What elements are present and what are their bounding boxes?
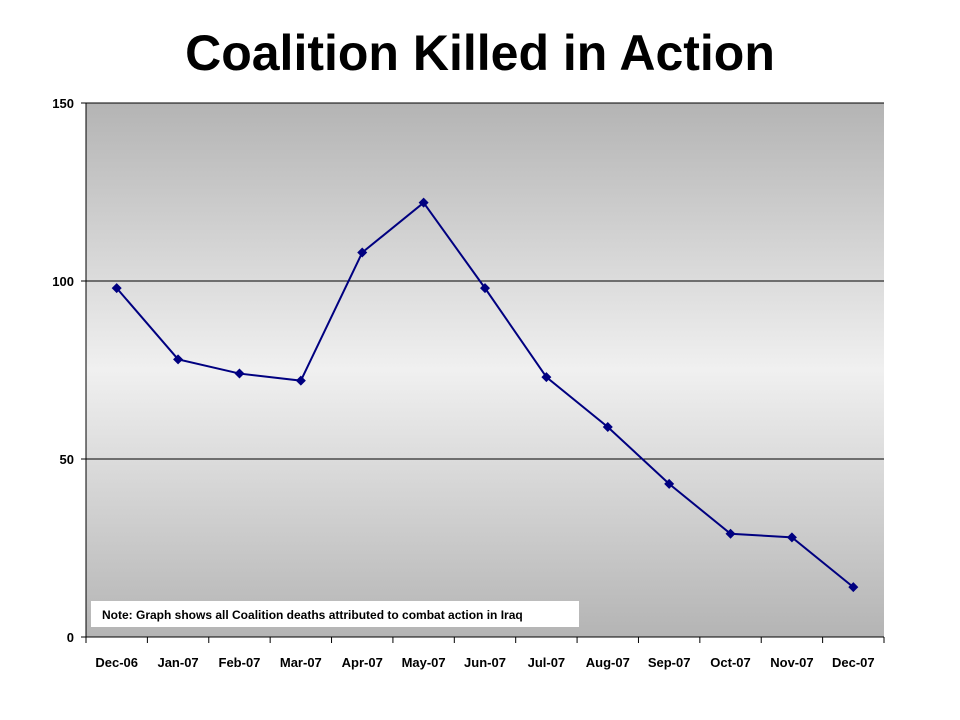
note-text: Note: Graph shows all Coalition deaths a… [102, 608, 523, 622]
data-point [848, 582, 859, 593]
x-tick-label: Jan-07 [157, 655, 198, 670]
note-box: Note: Graph shows all Coalition deaths a… [91, 601, 579, 627]
data-point [357, 247, 368, 258]
axes: 0 50 100 150 Dec-06 Jan-07 Feb-07 Mar-07 Apr-07 M… [52, 96, 885, 670]
data-point [234, 368, 245, 379]
data-point [725, 528, 736, 539]
x-tick-label: Jul-07 [528, 655, 566, 670]
y-tick-label: 100 [52, 274, 74, 289]
x-tick-label: Mar-07 [280, 655, 322, 670]
x-tick-label: Jun-07 [464, 655, 506, 670]
x-tick-label: May-07 [402, 655, 446, 670]
x-tick-label: Aug-07 [586, 655, 630, 670]
data-point [786, 532, 797, 543]
data-point [541, 372, 552, 383]
y-tick-label: 50 [60, 452, 74, 467]
plot-area [86, 103, 884, 637]
x-tick-label: Dec-07 [832, 655, 875, 670]
gridlines [86, 102, 884, 460]
note-background [91, 601, 579, 627]
y-tick-label: 150 [52, 96, 74, 111]
chart-title: Coalition Killed in Action [185, 25, 775, 81]
data-point [111, 283, 122, 294]
x-tick-label: Sep-07 [648, 655, 691, 670]
y-tick-label: 0 [67, 630, 74, 645]
x-tick-label: Apr-07 [342, 655, 383, 670]
data-point [664, 478, 675, 489]
x-tick-label: Feb-07 [219, 655, 261, 670]
data-point [602, 421, 613, 432]
series-layer [111, 197, 859, 593]
data-point [480, 283, 490, 294]
x-tick-label: Nov-07 [770, 655, 813, 670]
x-tick-label: Dec-06 [95, 655, 138, 670]
x-tick-label: Oct-07 [710, 655, 750, 670]
data-point [295, 375, 306, 386]
data-point [173, 354, 184, 365]
data-point [418, 197, 429, 208]
